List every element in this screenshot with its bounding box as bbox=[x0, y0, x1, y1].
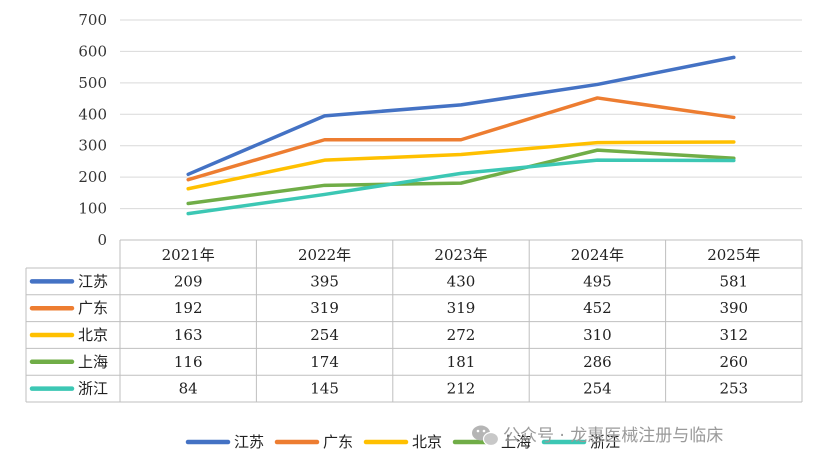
data-label: 174 bbox=[310, 353, 339, 371]
data-label: 254 bbox=[583, 380, 612, 398]
row-series-name: 浙江 bbox=[78, 380, 108, 398]
data-label: 260 bbox=[719, 353, 748, 371]
data-label: 390 bbox=[719, 299, 748, 317]
data-label: 286 bbox=[583, 353, 612, 371]
data-label: 319 bbox=[310, 299, 339, 317]
data-label: 310 bbox=[583, 326, 612, 344]
row-series-name: 北京 bbox=[78, 326, 108, 344]
y-tick-label: 300 bbox=[78, 137, 107, 155]
y-tick-label: 200 bbox=[78, 168, 107, 186]
y-tick-label: 400 bbox=[78, 105, 107, 123]
data-label: 495 bbox=[583, 272, 612, 290]
data-label: 395 bbox=[310, 272, 339, 290]
data-label: 181 bbox=[447, 353, 476, 371]
row-series-name: 广东 bbox=[78, 299, 108, 317]
y-axis: 0 100 200 300 400 500 600 700 bbox=[78, 11, 107, 249]
data-label: 253 bbox=[719, 380, 748, 398]
legend-label: 浙江 bbox=[590, 433, 620, 451]
y-tick-label: 100 bbox=[78, 200, 107, 218]
legend-label: 江苏 bbox=[234, 433, 264, 451]
data-label: 84 bbox=[179, 380, 198, 398]
data-label: 452 bbox=[583, 299, 612, 317]
data-label: 319 bbox=[447, 299, 476, 317]
y-tick-label: 700 bbox=[78, 11, 107, 29]
data-label: 430 bbox=[447, 272, 476, 290]
y-tick-label: 600 bbox=[78, 42, 107, 60]
data-label: 581 bbox=[719, 272, 748, 290]
data-label: 312 bbox=[719, 326, 748, 344]
data-label: 254 bbox=[310, 326, 339, 344]
wechat-icon bbox=[472, 425, 500, 447]
row-series-name: 江苏 bbox=[78, 272, 108, 290]
watermark-text: 公众号 · 龙惠医械注册与临床 bbox=[503, 426, 723, 446]
data-label: 212 bbox=[447, 380, 476, 398]
legend: 江苏 广东 北京 上海 浙江 bbox=[185, 433, 620, 451]
y-tick-label: 500 bbox=[78, 74, 107, 92]
category-label: 2025年 bbox=[707, 246, 760, 264]
legend-label: 广东 bbox=[323, 433, 353, 451]
data-label: 145 bbox=[310, 380, 339, 398]
gridlines bbox=[120, 19, 802, 241]
data-label: 163 bbox=[174, 326, 203, 344]
data-label: 116 bbox=[174, 353, 203, 371]
watermark: 公众号 · 龙惠医械注册与临床 bbox=[472, 425, 723, 447]
series-lines bbox=[186, 55, 736, 216]
data-label: 209 bbox=[174, 272, 203, 290]
legend-label: 北京 bbox=[412, 433, 442, 451]
category-label: 2021年 bbox=[162, 246, 215, 264]
data-label: 192 bbox=[174, 299, 203, 317]
data-label: 272 bbox=[447, 326, 476, 344]
category-label: 2023年 bbox=[434, 246, 487, 264]
series-line bbox=[186, 158, 736, 216]
category-label: 2022年 bbox=[298, 246, 351, 264]
y-tick-label: 0 bbox=[97, 231, 107, 249]
row-series-name: 上海 bbox=[78, 353, 108, 371]
category-label: 2024年 bbox=[571, 246, 624, 264]
legend-label: 上海 bbox=[501, 433, 531, 451]
